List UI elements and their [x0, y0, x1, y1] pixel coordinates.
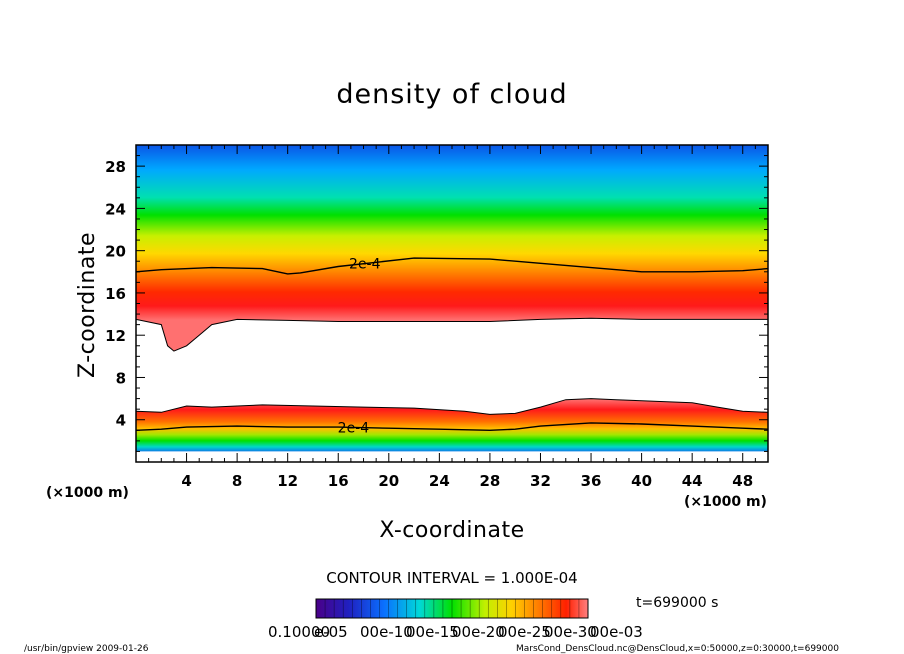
contour-lines: 2e-4 2e-4 — [136, 257, 768, 436]
upper-cloud-layer — [136, 145, 768, 352]
x-tick-label: 36 — [581, 472, 602, 490]
x-tick-label: 48 — [732, 472, 753, 490]
x-tick-label: 40 — [631, 472, 652, 490]
x-tick-label: 20 — [378, 472, 399, 490]
footer-source: MarsCond_DensCloud.nc@DensCloud,x=0:5000… — [516, 644, 839, 654]
upper-contour-2e-4 — [136, 257, 768, 275]
x-tick-label: 24 — [429, 472, 450, 490]
y-tick-label: 8 — [116, 369, 126, 387]
y-tick-label: 24 — [105, 200, 126, 218]
plot-area: 2e-42e-4 4 8 12 16 20 24 28 32 36 40 44 48 48121620… — [105, 144, 769, 490]
y-tick-label: 12 — [105, 327, 126, 345]
contour-interval-label: CONTOUR INTERVAL = 1.000E-04 — [326, 569, 577, 587]
x-axis-label: X-coordinate — [379, 518, 524, 543]
x-tick-label: 4 — [181, 472, 191, 490]
y-tick-label: 16 — [105, 285, 126, 303]
x-axis-ticks: 4 8 12 16 20 24 28 32 36 40 44 48 — [148, 145, 756, 490]
y-axis-ticks: 4 8 12 16 20 24 28 — [105, 155, 768, 452]
lower-layer-boundary — [136, 398, 768, 415]
y-tick-label: 4 — [116, 412, 126, 430]
colorbar-label: 00e-30 — [544, 623, 597, 641]
colorbar-label: 0.10000 — [268, 623, 330, 641]
x-axis-unit-left: (×1000 m) — [46, 485, 129, 501]
density-field — [136, 145, 768, 452]
y-tick-label: 28 — [105, 158, 126, 176]
x-tick-label: 28 — [479, 472, 500, 490]
time-label: t=699000 s — [636, 595, 718, 611]
y-tick-label: 20 — [105, 243, 126, 261]
x-tick-label: 32 — [530, 472, 551, 490]
x-axis-unit-right: (×1000 m) — [684, 494, 767, 510]
colorbar-label: 00e-20 — [452, 623, 505, 641]
colorbar-label: e-05 — [314, 623, 348, 641]
colorbar-label: 00e-10 — [360, 623, 413, 641]
colorbar-label: 00e-25 — [498, 623, 551, 641]
contour-label-lower: 2e-4 — [338, 420, 370, 436]
colorbar-label: 00e-03 — [590, 623, 643, 641]
x-tick-label: 12 — [277, 472, 298, 490]
x-tick-label: 16 — [328, 472, 349, 490]
lower-contour-2e-4 — [136, 422, 768, 432]
footer-program: /usr/bin/gpview 2009-01-26 — [24, 644, 149, 654]
colorbar-ticks — [324, 599, 580, 618]
x-tick-label: 44 — [682, 472, 703, 490]
x-tick-label: 8 — [232, 472, 242, 490]
contour-label-upper: 2e-4 — [349, 257, 381, 273]
colorbar-label: 00e-15 — [406, 623, 459, 641]
lower-cloud-layer — [136, 398, 768, 452]
colorbar-frame — [315, 598, 589, 619]
chart-title: density of cloud — [336, 79, 567, 110]
upper-layer-boundary — [136, 317, 768, 352]
y-axis-label: Z-coordinate — [75, 232, 100, 378]
